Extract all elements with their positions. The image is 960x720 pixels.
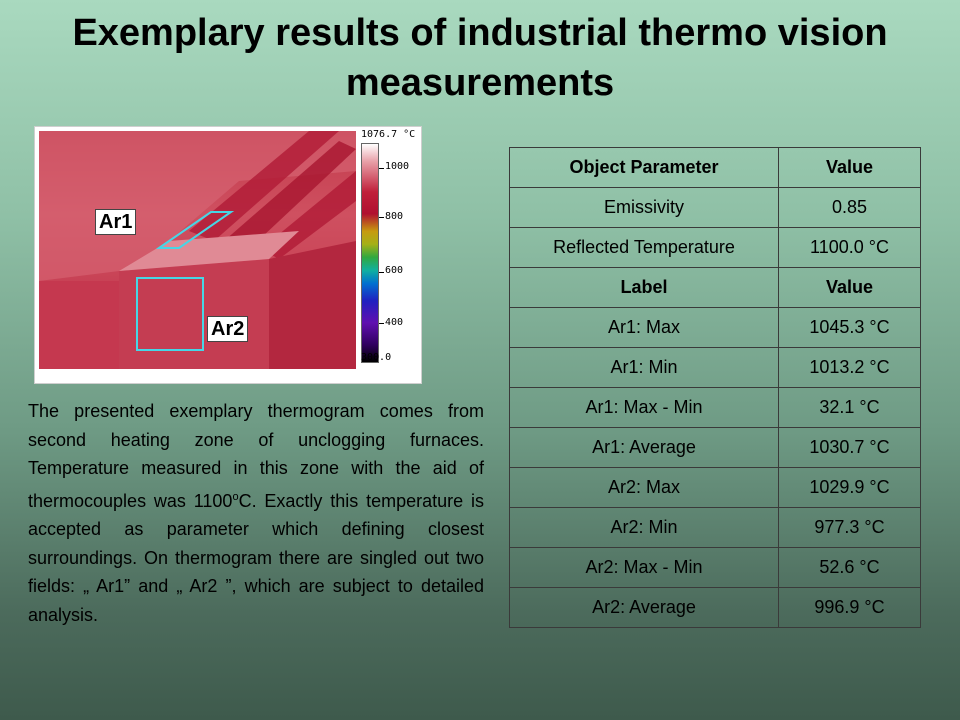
value-cell: 1030.7 °C	[778, 427, 921, 468]
label-cell: Ar2: Average	[509, 587, 779, 628]
thermogram-panel: Ar1 Ar2 1076.7 °C 1000 800 600 400 300.0	[34, 126, 422, 384]
value-cell: 1100.0 °C	[778, 227, 921, 268]
thermogram-image: Ar1 Ar2	[39, 131, 356, 369]
header-cell: Value	[778, 147, 921, 188]
value-cell: 32.1 °C	[778, 387, 921, 428]
scale-tick	[379, 323, 384, 324]
label-cell: Ar1: Max - Min	[509, 387, 779, 428]
ar2-outline	[136, 277, 204, 351]
scale-tick	[379, 168, 384, 169]
table-row: Ar1: Min 1013.2 °C	[509, 347, 921, 388]
scale-max-label: 1076.7 °C	[361, 129, 416, 140]
color-scale-bar	[361, 143, 379, 363]
table-row: Ar1: Max 1045.3 °C	[509, 307, 921, 348]
value-cell: 977.3 °C	[778, 507, 921, 548]
ar1-label: Ar1	[95, 209, 137, 235]
scale-tick	[379, 217, 384, 218]
header-cell: Object Parameter	[509, 147, 779, 188]
scale-tick-label: 800	[385, 211, 404, 222]
param-cell: Reflected Temperature	[509, 227, 779, 268]
table-row: Ar2: Max - Min 52.6 °C	[509, 547, 921, 588]
label-cell: Ar2: Min	[509, 507, 779, 548]
value-cell: 996.9 °C	[778, 587, 921, 628]
thermogram-drawing	[39, 131, 356, 369]
table-row: Ar2: Max 1029.9 °C	[509, 467, 921, 508]
value-cell: 1029.9 °C	[778, 467, 921, 508]
scale-tick-label: 600	[385, 265, 404, 276]
ar2-label: Ar2	[207, 316, 249, 342]
scale-tick-label: 400	[385, 317, 404, 328]
table-row: Ar2: Min 977.3 °C	[509, 507, 921, 548]
table-header-row: Label Value	[509, 267, 921, 308]
label-cell: Ar1: Min	[509, 347, 779, 388]
label-cell: Ar1: Max	[509, 307, 779, 348]
value-cell: 1045.3 °C	[778, 307, 921, 348]
param-cell: Emissivity	[509, 187, 779, 228]
table-row: Ar2: Average 996.9 °C	[509, 587, 921, 628]
scale-min-label: 300.0	[361, 352, 392, 363]
table-row: Emissivity 0.85	[509, 187, 921, 228]
scale-tick-label: 1000	[385, 161, 410, 172]
value-cell: 52.6 °C	[778, 547, 921, 588]
table-header-row: Object Parameter Value	[509, 147, 921, 188]
table-row: Reflected Temperature 1100.0 °C	[509, 227, 921, 268]
value-cell: 0.85	[778, 187, 921, 228]
ar1-outline	[155, 211, 235, 249]
header-cell: Value	[778, 267, 921, 308]
description-after: C. Exactly this temperature is accepted …	[28, 490, 484, 625]
description-text: The presented exemplary thermogram comes…	[28, 397, 484, 629]
measurement-table: Object Parameter Value Emissivity 0.85 R…	[509, 147, 921, 628]
table-row: Ar1: Average 1030.7 °C	[509, 427, 921, 468]
header-cell: Label	[509, 267, 779, 308]
description-superscript: o	[232, 490, 239, 503]
slide-title: Exemplary results of industrial thermo v…	[72, 12, 888, 104]
description-before: The presented exemplary thermogram comes…	[28, 401, 484, 511]
value-cell: 1013.2 °C	[778, 347, 921, 388]
table-row: Ar1: Max - Min 32.1 °C	[509, 387, 921, 428]
scale-tick	[379, 272, 384, 273]
label-cell: Ar2: Max - Min	[509, 547, 779, 588]
label-cell: Ar2: Max	[509, 467, 779, 508]
label-cell: Ar1: Average	[509, 427, 779, 468]
